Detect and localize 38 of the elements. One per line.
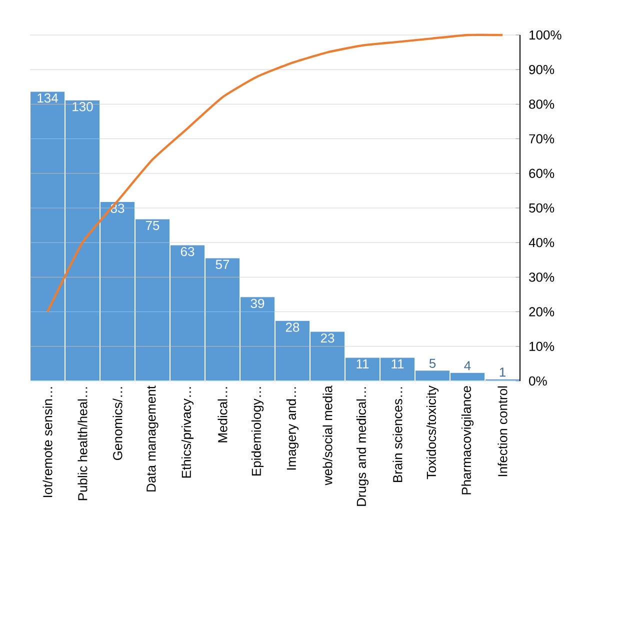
data-label: 75 bbox=[146, 221, 160, 230]
y2-tick-label: 90% bbox=[529, 64, 554, 74]
x-tick-label: Drugs and medical… bbox=[356, 387, 369, 506]
x-tick-label: Ethics/privacy… bbox=[181, 387, 194, 478]
x-tick-label: Iot/remote sensin… bbox=[42, 387, 52, 498]
y2-tick-label: 50% bbox=[529, 203, 554, 213]
data-label: 23 bbox=[320, 333, 334, 343]
y2-tick-label: 70% bbox=[529, 134, 554, 144]
data-label: 11 bbox=[356, 359, 369, 368]
x-tick-label: Pharmacovigilance bbox=[461, 386, 474, 494]
data-label: 130 bbox=[72, 102, 93, 112]
data-label: 11 bbox=[392, 359, 404, 368]
data-label: 63 bbox=[180, 246, 194, 256]
data-label: 134 bbox=[38, 93, 58, 103]
y2-tick-label: 100% bbox=[530, 30, 562, 40]
y2-tick-label: 30% bbox=[529, 272, 554, 282]
x-tick-label: Infection control bbox=[498, 386, 508, 476]
x-tick-label: Brain sciences… bbox=[392, 387, 402, 482]
x-tick-label: Data management bbox=[146, 386, 158, 492]
y2-tick-label: 20% bbox=[529, 307, 554, 316]
x-tick-label: Public health/heal… bbox=[78, 387, 88, 500]
data-label: 4 bbox=[464, 361, 471, 370]
x-tick-label: Genomics/… bbox=[112, 387, 122, 460]
data-label: 5 bbox=[429, 358, 436, 368]
y2-tick-label: 40% bbox=[528, 238, 554, 248]
x-tick-label: web/social media bbox=[322, 386, 332, 486]
y2-tick-label: 10% bbox=[530, 342, 554, 351]
x-tick-label: Imagery and… bbox=[286, 387, 299, 470]
data-label: 1 bbox=[500, 368, 506, 377]
x-tick-label: Medical… bbox=[218, 387, 228, 442]
y2-tick-label: 0% bbox=[529, 376, 547, 386]
y2-tick-label: 80% bbox=[529, 100, 554, 109]
x-tick-label: Epidemiology… bbox=[251, 387, 264, 476]
data-label: 57 bbox=[216, 260, 230, 269]
x-tick-label: Toxidocs/toxicity bbox=[426, 386, 439, 480]
data-label: 39 bbox=[250, 298, 264, 308]
data-label: 28 bbox=[286, 322, 300, 332]
y2-tick-label: 60% bbox=[529, 168, 554, 178]
